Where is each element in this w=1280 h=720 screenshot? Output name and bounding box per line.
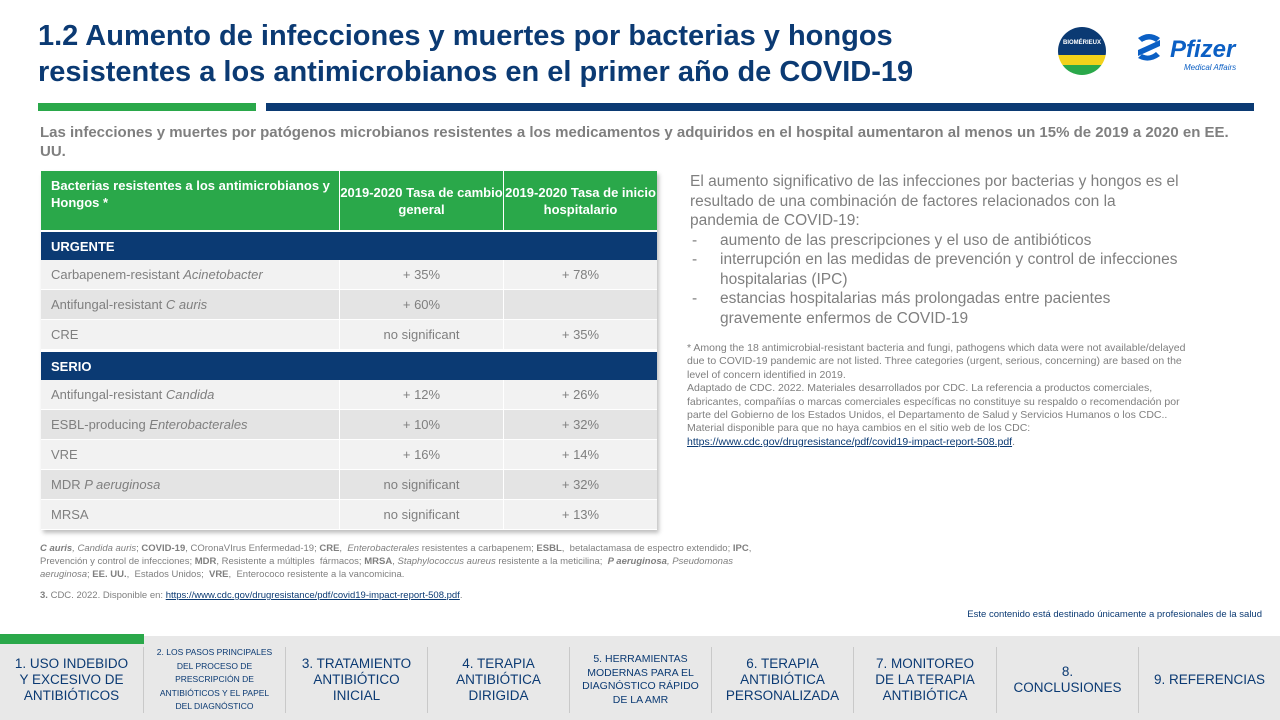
pathogen-name: MDR P aeruginosa [51,477,161,492]
factor-item: estancias hospitalarias más prolongadas … [690,289,1180,328]
table-category-row: SERIO [41,352,657,380]
pfizer-logo: Pfizer Medical Affairs [1132,28,1242,74]
nav-item-4[interactable]: 4. TERAPIA ANTIBIÓTICA DIRIGIDA [428,647,570,713]
table-row: VRE + 16% + 14% [41,440,657,470]
table-row: Carbapenem-resistant Acinetobacter + 35% +… [41,260,657,290]
table-header-general: 2019-2020 Tasa de cambio general [339,171,503,230]
table-row: CRE no significant + 35% [41,320,657,350]
pfizer-mark-icon [1138,34,1160,61]
nav-item-2[interactable]: 2. LOS PASOS PRINCIPALES DEL PROCESO DE … [144,647,286,713]
abbreviations: C auris, Candida auris; COVID-19, COrona… [40,543,754,581]
hospital-rate: + 26% [503,380,657,409]
table-footnote: * Among the 18 antimicrobial-resistant b… [687,342,1186,381]
pathogen-name: ESBL-producing Enterobacterales [51,417,248,432]
explanation-intro: El aumento significativo de las infeccio… [690,173,1179,229]
cdc-report-link[interactable]: https://www.cdc.gov/drugresistance/pdf/c… [687,435,1013,448]
biomerieux-logo: BIOMÉRIEUX [1058,27,1106,75]
page-subtitle: Las infecciones y muertes por patógenos … [40,124,1229,160]
nav-item-1[interactable]: 1. USO INDEBIDO Y EXCESIVO DE ANTIBIÓTIC… [0,647,144,713]
header-divider-green [38,103,256,111]
hospital-rate [503,290,657,319]
hospital-rate: + 32% [503,410,657,439]
section-nav [0,636,1280,720]
pathogen-name: CRE [51,327,79,342]
table-row: Antifungal-resistant C auris + 60% [41,290,657,320]
nav-item-6[interactable]: 6. TERAPIA ANTIBIÓTICA PERSONALIZADA [712,647,854,713]
general-rate: + 10% [339,410,503,439]
page-title: 1.2 Aumento de infecciones y muertes por… [38,20,914,88]
table-row: ESBL-producing Enterobacterales + 10% + 32… [41,410,657,440]
explanation-text: El aumento significativo de las infeccio… [690,172,1180,328]
hospital-rate: + 32% [503,470,657,499]
category-label: SERIO [51,358,92,374]
header-divider-blue [266,103,1254,111]
table-header-row: Bacterias resistentes a los antimicrobia… [41,171,657,230]
hcp-notice: Este contenido está destinado únicamente… [967,609,1262,620]
table-header-hospital: 2019-2020 Tasa de inicio hospitalario [503,171,657,230]
category-label: URGENTE [51,238,115,254]
table-row: MDR P aeruginosa no significant + 32% [41,470,657,500]
table-row: MRSA no significant + 13% [41,500,657,530]
factor-item: aumento de las prescripciones y el uso d… [690,231,1180,251]
nav-item-7[interactable]: 7. MONITOREO DE LA TERAPIA ANTIBIÓTICA [854,647,997,713]
source-note: * Among the 18 antimicrobial-resistant b… [687,342,1199,449]
table-category-row: URGENTE [41,232,657,260]
nav-active-indicator [0,634,144,644]
biomerieux-logo-text: BIOMÉRIEUX [1058,27,1106,55]
pathogen-name: VRE [51,447,78,462]
general-rate: no significant [339,470,503,499]
general-rate: no significant [339,500,503,529]
hospital-rate: + 14% [503,440,657,469]
pfizer-logo-subtext: Medical Affairs [1184,63,1237,72]
nav-item-9[interactable]: 9. REFERENCIAS [1153,672,1266,687]
resistance-table: Bacterias resistentes a los antimicrobia… [41,171,657,530]
general-rate: no significant [339,320,503,349]
nav-item-8[interactable]: 8. CONCLUSIONES [997,647,1139,713]
hospital-rate: + 78% [503,260,657,289]
pathogen-name: Antifungal-resistant Candida [51,387,215,402]
general-rate: + 35% [339,260,503,289]
general-rate: + 60% [339,290,503,319]
pathogen-name: MRSA [51,507,89,522]
general-rate: + 12% [339,380,503,409]
reference: 3. CDC. 2022. Disponible en: https://www… [40,590,463,601]
table-header-pathogen: Bacterias resistentes a los antimicrobia… [51,178,330,210]
general-rate: + 16% [339,440,503,469]
reference-link[interactable]: https://www.cdc.gov/drugresistance/pdf/c… [165,590,460,601]
factor-item: interrupción en las medidas de prevenció… [690,250,1180,289]
factor-list: aumento de las prescripciones y el uso d… [690,231,1180,329]
hospital-rate: + 35% [503,320,657,349]
adapted-note: Adaptado de CDC. 2022. Materiales desarr… [687,382,1180,448]
nav-item-5[interactable]: 5. HERRAMIENTAS MODERNAS PARA EL DIAGNÓS… [570,647,712,713]
hospital-rate: + 13% [503,500,657,529]
table-row: Antifungal-resistant Candida + 12% + 26% [41,380,657,410]
pathogen-name: Antifungal-resistant C auris [51,297,208,312]
pfizer-logo-text: Pfizer [1170,36,1236,63]
nav-item-3[interactable]: 3. TRATAMIENTO ANTIBIÓTICO INICIAL [286,647,428,713]
pathogen-name: Carbapenem-resistant Acinetobacter [51,267,263,282]
